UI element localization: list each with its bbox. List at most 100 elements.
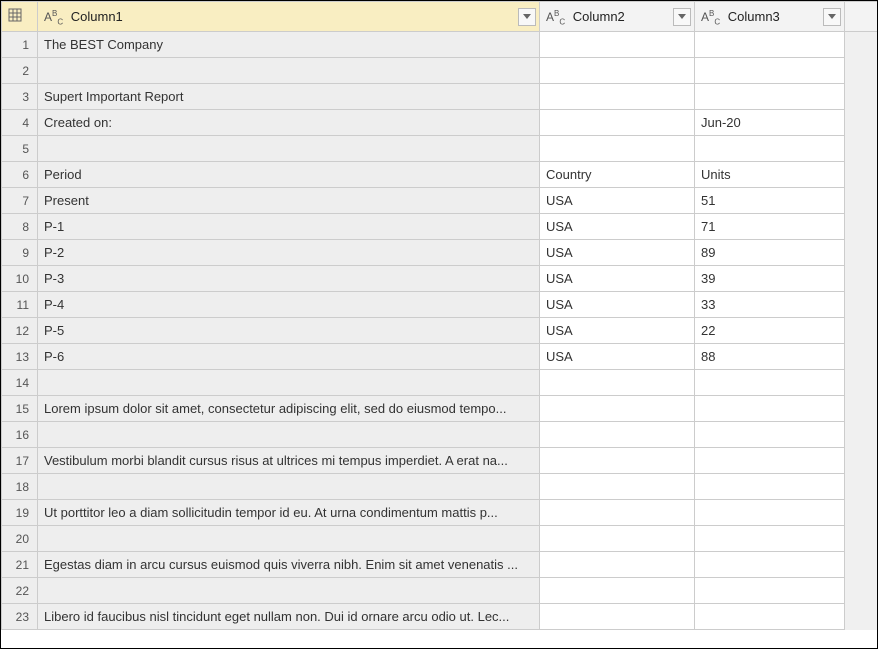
row-number[interactable]: 7 bbox=[2, 188, 38, 214]
cell-column1[interactable] bbox=[38, 422, 540, 448]
filter-dropdown-2[interactable] bbox=[673, 8, 691, 26]
cell-column3[interactable]: 33 bbox=[695, 292, 845, 318]
cell-column1[interactable]: Created on: bbox=[38, 110, 540, 136]
row-number[interactable]: 22 bbox=[2, 578, 38, 604]
cell-column2[interactable] bbox=[540, 474, 695, 500]
cell-column2[interactable] bbox=[540, 578, 695, 604]
table-row[interactable]: 16 bbox=[2, 422, 878, 448]
row-number[interactable]: 3 bbox=[2, 84, 38, 110]
table-row[interactable]: 1The BEST Company bbox=[2, 32, 878, 58]
column-header-3[interactable]: ABC Column3 bbox=[695, 2, 845, 32]
table-row[interactable]: 23Libero id faucibus nisl tincidunt eget… bbox=[2, 604, 878, 630]
column-header-1[interactable]: ABC Column1 bbox=[38, 2, 540, 32]
cell-column1[interactable]: P-3 bbox=[38, 266, 540, 292]
row-number[interactable]: 11 bbox=[2, 292, 38, 318]
cell-column1[interactable] bbox=[38, 526, 540, 552]
cell-column3[interactable]: 88 bbox=[695, 344, 845, 370]
table-row[interactable]: 4Created on:Jun-20 bbox=[2, 110, 878, 136]
row-number[interactable]: 21 bbox=[2, 552, 38, 578]
cell-column2[interactable] bbox=[540, 448, 695, 474]
cell-column2[interactable]: USA bbox=[540, 266, 695, 292]
cell-column3[interactable] bbox=[695, 474, 845, 500]
row-number[interactable]: 12 bbox=[2, 318, 38, 344]
cell-column3[interactable] bbox=[695, 84, 845, 110]
table-row[interactable]: 19Ut porttitor leo a diam sollicitudin t… bbox=[2, 500, 878, 526]
cell-column2[interactable] bbox=[540, 552, 695, 578]
vertical-scrollbar[interactable] bbox=[845, 32, 878, 630]
table-row[interactable]: 14 bbox=[2, 370, 878, 396]
row-number[interactable]: 19 bbox=[2, 500, 38, 526]
cell-column1[interactable]: Vestibulum morbi blandit cursus risus at… bbox=[38, 448, 540, 474]
cell-column2[interactable] bbox=[540, 110, 695, 136]
cell-column1[interactable]: Ut porttitor leo a diam sollicitudin tem… bbox=[38, 500, 540, 526]
table-row[interactable]: 9P-2USA89 bbox=[2, 240, 878, 266]
cell-column2[interactable] bbox=[540, 526, 695, 552]
table-row[interactable]: 5 bbox=[2, 136, 878, 162]
cell-column3[interactable] bbox=[695, 422, 845, 448]
cell-column2[interactable] bbox=[540, 604, 695, 630]
row-number[interactable]: 4 bbox=[2, 110, 38, 136]
cell-column3[interactable] bbox=[695, 526, 845, 552]
cell-column2[interactable]: USA bbox=[540, 240, 695, 266]
table-row[interactable]: 17Vestibulum morbi blandit cursus risus … bbox=[2, 448, 878, 474]
table-row[interactable]: 11P-4USA33 bbox=[2, 292, 878, 318]
table-row[interactable]: 3Supert Important Report bbox=[2, 84, 878, 110]
select-all-corner[interactable] bbox=[2, 2, 38, 32]
table-row[interactable]: 8P-1USA71 bbox=[2, 214, 878, 240]
cell-column3[interactable]: 71 bbox=[695, 214, 845, 240]
filter-dropdown-3[interactable] bbox=[823, 8, 841, 26]
row-number[interactable]: 6 bbox=[2, 162, 38, 188]
cell-column1[interactable]: Present bbox=[38, 188, 540, 214]
cell-column1[interactable]: P-6 bbox=[38, 344, 540, 370]
cell-column3[interactable] bbox=[695, 32, 845, 58]
table-row[interactable]: 20 bbox=[2, 526, 878, 552]
cell-column2[interactable] bbox=[540, 58, 695, 84]
table-row[interactable]: 12P-5USA22 bbox=[2, 318, 878, 344]
cell-column3[interactable] bbox=[695, 578, 845, 604]
cell-column3[interactable] bbox=[695, 604, 845, 630]
table-row[interactable]: 10P-3USA39 bbox=[2, 266, 878, 292]
cell-column2[interactable] bbox=[540, 500, 695, 526]
cell-column1[interactable]: P-2 bbox=[38, 240, 540, 266]
cell-column2[interactable] bbox=[540, 396, 695, 422]
cell-column3[interactable] bbox=[695, 552, 845, 578]
table-row[interactable]: 6PeriodCountryUnits bbox=[2, 162, 878, 188]
cell-column3[interactable] bbox=[695, 370, 845, 396]
cell-column1[interactable] bbox=[38, 474, 540, 500]
cell-column3[interactable] bbox=[695, 396, 845, 422]
cell-column1[interactable]: P-1 bbox=[38, 214, 540, 240]
cell-column1[interactable] bbox=[38, 578, 540, 604]
cell-column2[interactable]: USA bbox=[540, 344, 695, 370]
cell-column1[interactable]: Period bbox=[38, 162, 540, 188]
row-number[interactable]: 15 bbox=[2, 396, 38, 422]
cell-column2[interactable] bbox=[540, 32, 695, 58]
cell-column1[interactable]: Libero id faucibus nisl tincidunt eget n… bbox=[38, 604, 540, 630]
table-row[interactable]: 13P-6USA88 bbox=[2, 344, 878, 370]
cell-column1[interactable]: Lorem ipsum dolor sit amet, consectetur … bbox=[38, 396, 540, 422]
cell-column2[interactable] bbox=[540, 136, 695, 162]
cell-column2[interactable]: USA bbox=[540, 318, 695, 344]
filter-dropdown-1[interactable] bbox=[518, 8, 536, 26]
cell-column2[interactable]: USA bbox=[540, 292, 695, 318]
cell-column3[interactable]: 39 bbox=[695, 266, 845, 292]
row-number[interactable]: 18 bbox=[2, 474, 38, 500]
row-number[interactable]: 2 bbox=[2, 58, 38, 84]
cell-column2[interactable] bbox=[540, 422, 695, 448]
row-number[interactable]: 17 bbox=[2, 448, 38, 474]
table-row[interactable]: 15Lorem ipsum dolor sit amet, consectetu… bbox=[2, 396, 878, 422]
cell-column1[interactable] bbox=[38, 370, 540, 396]
row-number[interactable]: 5 bbox=[2, 136, 38, 162]
table-row[interactable]: 18 bbox=[2, 474, 878, 500]
row-number[interactable]: 9 bbox=[2, 240, 38, 266]
cell-column1[interactable]: P-4 bbox=[38, 292, 540, 318]
cell-column3[interactable] bbox=[695, 500, 845, 526]
cell-column1[interactable]: The BEST Company bbox=[38, 32, 540, 58]
cell-column3[interactable] bbox=[695, 136, 845, 162]
cell-column2[interactable] bbox=[540, 370, 695, 396]
cell-column1[interactable] bbox=[38, 136, 540, 162]
row-number[interactable]: 1 bbox=[2, 32, 38, 58]
table-row[interactable]: 7PresentUSA51 bbox=[2, 188, 878, 214]
cell-column2[interactable] bbox=[540, 84, 695, 110]
cell-column3[interactable]: Units bbox=[695, 162, 845, 188]
cell-column1[interactable]: Supert Important Report bbox=[38, 84, 540, 110]
